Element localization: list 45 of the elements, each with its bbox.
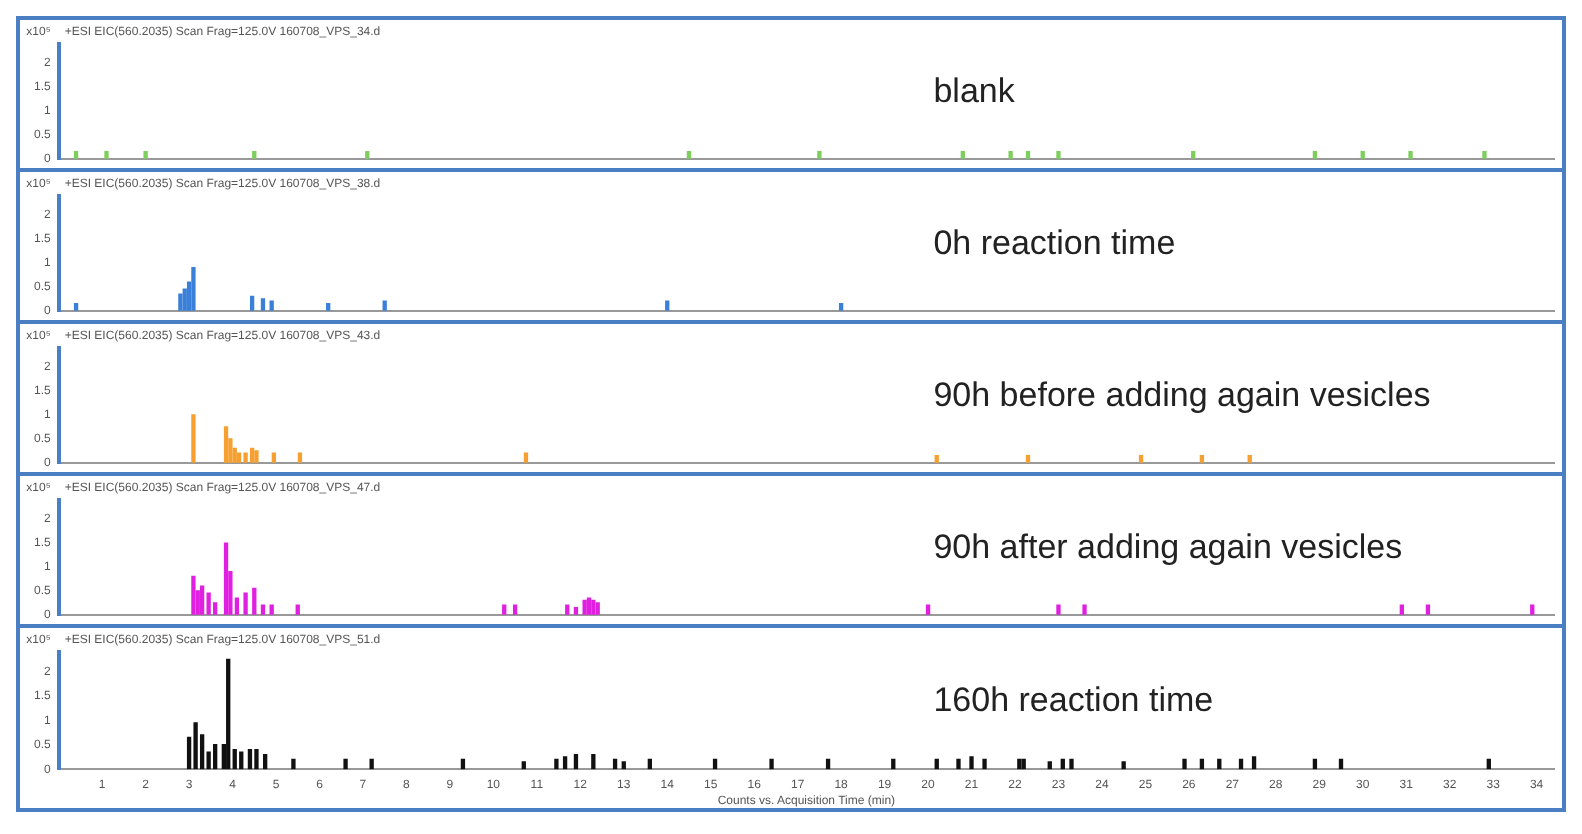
text: blank [933,71,1016,110]
text: 160h reaction time [933,680,1214,719]
bar [191,414,196,463]
bar [263,753,268,770]
bar [243,452,248,463]
bar [969,756,974,770]
bar [621,761,626,770]
bar [243,592,248,615]
bar [586,597,592,615]
bar [562,756,568,770]
bar [956,758,961,770]
bar [1121,761,1126,770]
text: 90h before adding again vesicles [933,375,1431,414]
bar [521,761,526,770]
bar [1069,758,1074,770]
bar [206,592,211,615]
bar [1182,758,1187,770]
bar [1251,756,1257,770]
bar [223,426,229,463]
bar [226,658,231,770]
bar [223,542,229,615]
bar [247,749,253,770]
bar [1047,761,1052,770]
text: 90h after adding again vesicles [933,527,1403,566]
bar [343,758,348,770]
bar [291,758,296,770]
bar [191,575,196,615]
bar [369,758,374,770]
bar [213,744,218,770]
bar [554,758,559,770]
bar [982,758,987,770]
bar [1082,604,1087,615]
bar [1056,604,1061,615]
bar [239,751,244,770]
bar [573,753,579,770]
bar [254,749,259,770]
bar [193,722,198,770]
bar [591,753,596,770]
bar [191,267,196,311]
bar [199,585,205,615]
bar [254,450,259,463]
bar [582,599,587,615]
bar [769,758,774,770]
text: 0h reaction time [933,223,1176,262]
bar [178,293,183,311]
